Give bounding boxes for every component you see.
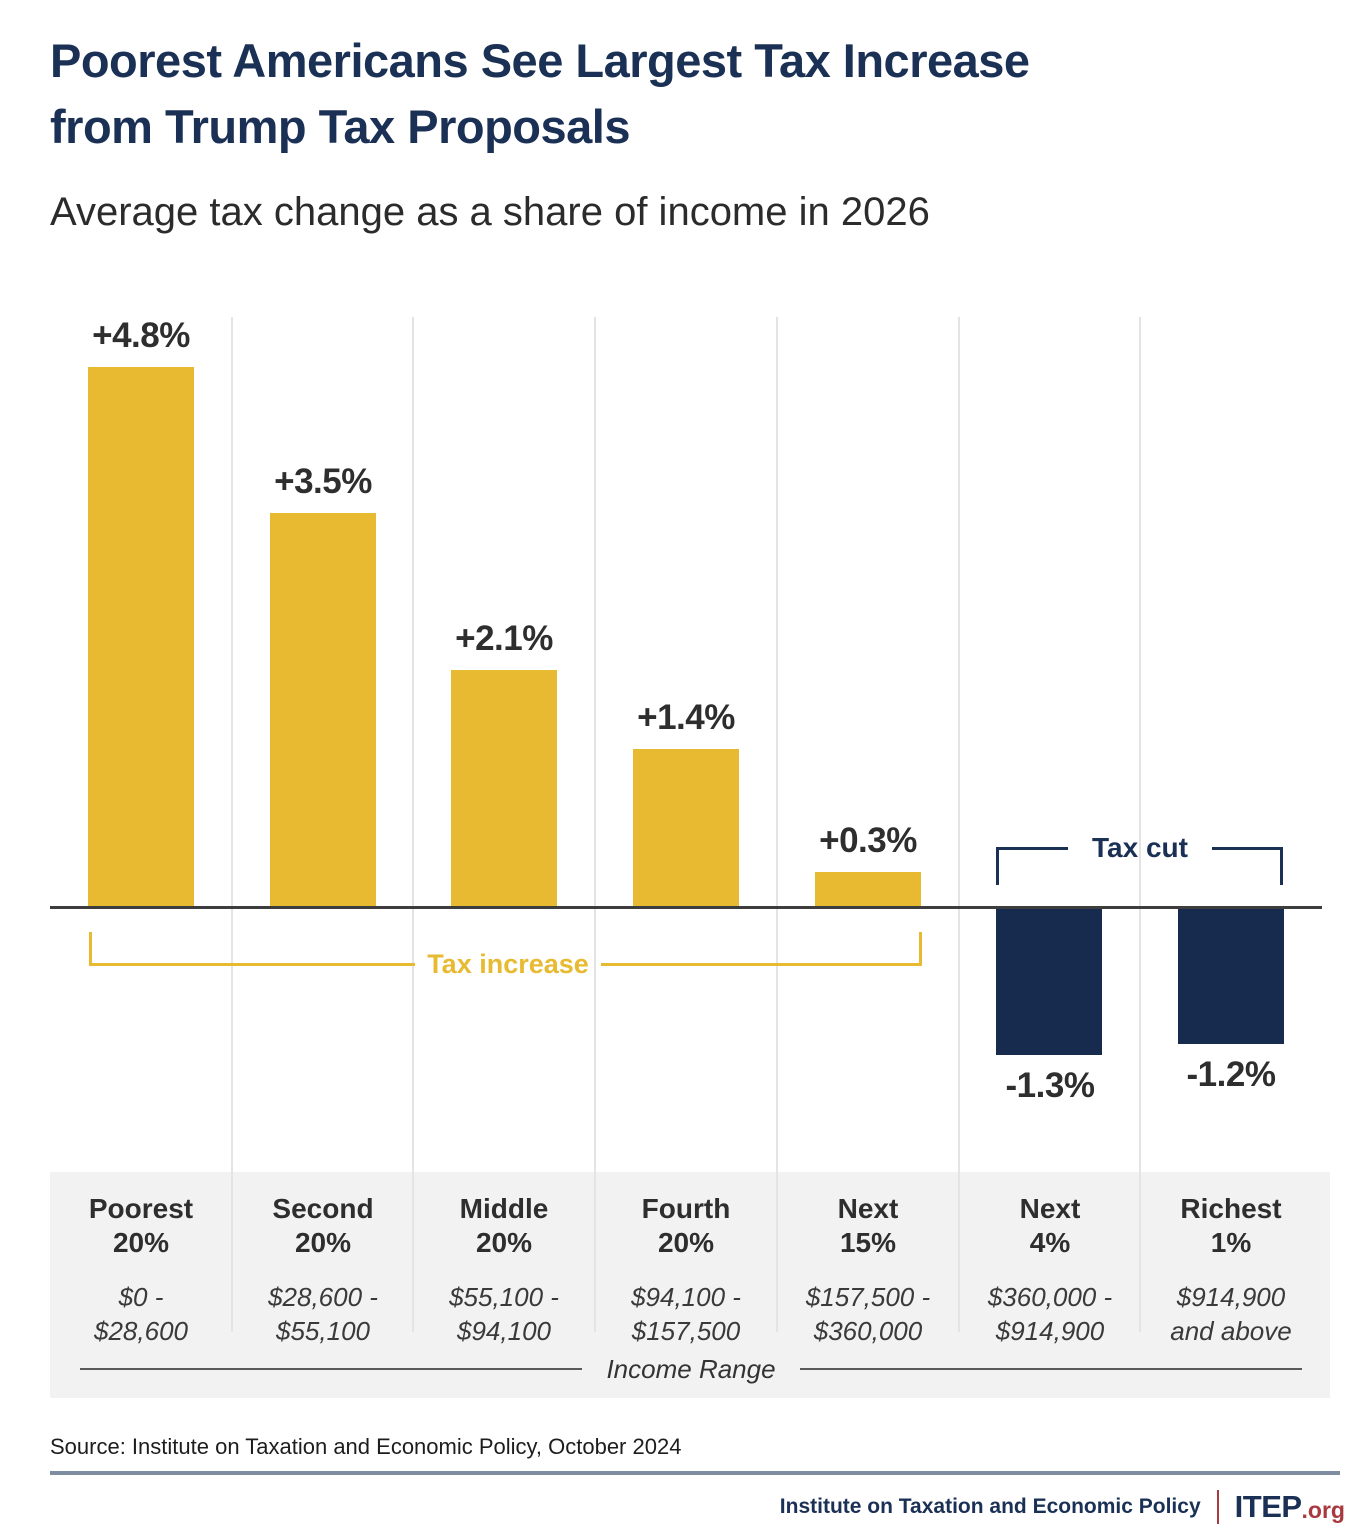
- value-label-next-4: -1.3%: [1005, 1066, 1095, 1105]
- category-panel: [50, 1172, 1330, 1398]
- category-label-next-15: Next 15%: [837, 1193, 899, 1258]
- value-label-fourth-20: +1.4%: [637, 698, 735, 737]
- footer-org-name: Institute on Taxation and Economic Polic…: [779, 1495, 1201, 1518]
- tax-cut-bracket-tick-left: [996, 847, 999, 885]
- tax-increase-bracket-line-right: [601, 963, 922, 966]
- tax-increase-bracket-tick-right: [919, 932, 922, 966]
- income-range-middle-20: $55,100 - $94,100: [449, 1282, 559, 1346]
- chart-title-line2: from Trump Tax Proposals: [50, 100, 630, 153]
- value-label-middle-20: +2.1%: [455, 619, 553, 658]
- chart-title-line1: Poorest Americans See Largest Tax Increa…: [50, 34, 1030, 87]
- income-range-axis: Income Range: [80, 1352, 1303, 1386]
- category-label-middle-20: Middle 20%: [459, 1193, 549, 1258]
- tax-increase-label: Tax increase: [427, 949, 589, 979]
- column-gridline-1: [231, 317, 233, 1332]
- category-label-poorest-20: Poorest 20%: [88, 1193, 194, 1258]
- footer-separator: [1216, 1490, 1219, 1524]
- value-label-next-15: +0.3%: [819, 821, 917, 860]
- bar-poorest-20: [88, 367, 194, 906]
- tax-cut-bracket-tick-right: [1280, 847, 1283, 885]
- income-range-rule-right: [799, 1368, 1303, 1370]
- income-range-rule-left: [80, 1368, 583, 1370]
- income-range-next-15: $157,500 - $360,000: [805, 1282, 931, 1346]
- tax-increase-bracket-line-left: [89, 963, 415, 966]
- column-gridline-4: [776, 317, 778, 1332]
- tax-cut-label: Tax cut: [1092, 832, 1188, 863]
- chart-subtitle: Average tax change as a share of income …: [50, 190, 930, 234]
- column-gridline-6: [1139, 317, 1141, 1332]
- value-label-second-20: +3.5%: [274, 462, 372, 501]
- value-label-poorest-20: +4.8%: [92, 316, 190, 355]
- axis-baseline: [50, 906, 1322, 909]
- footer-brand-logo[interactable]: ITEP: [1234, 1489, 1302, 1524]
- footer-divider: [50, 1471, 1340, 1475]
- bar-fourth-20: [633, 749, 739, 906]
- chart-title: Poorest Americans See Largest Tax Increa…: [50, 28, 1270, 160]
- bar-next-15: [815, 872, 921, 906]
- bar-next-4: [996, 909, 1102, 1055]
- footer-branding: Institute on Taxation and Economic Polic…: [780, 1488, 1345, 1526]
- bar-middle-20: [451, 670, 557, 906]
- column-gridline-5: [958, 317, 960, 1332]
- income-range-fourth-20: $94,100 - $157,500: [631, 1282, 741, 1346]
- income-range-poorest-20: $0 - $28,600: [94, 1282, 188, 1346]
- category-label-richest-1: Richest 1%: [1180, 1193, 1282, 1258]
- category-label-second-20: Second 20%: [272, 1193, 374, 1258]
- footer-brand-suffix[interactable]: .org: [1301, 1496, 1345, 1523]
- category-label-next-4: Next 4%: [1019, 1193, 1081, 1258]
- tax-cut-bracket-line-right: [1212, 847, 1283, 850]
- income-range-richest-1: $914,900 and above: [1170, 1282, 1292, 1346]
- bar-second-20: [270, 513, 376, 906]
- income-range-label: Income Range: [606, 1353, 776, 1384]
- category-label-fourth-20: Fourth 20%: [641, 1193, 731, 1258]
- value-label-richest-1: -1.2%: [1186, 1055, 1276, 1094]
- tax-cut-bracket-line-left: [996, 847, 1068, 850]
- bar-richest-1: [1178, 909, 1284, 1044]
- column-gridline-3: [594, 317, 596, 1332]
- income-range-next-4: $360,000 - $914,900: [987, 1282, 1113, 1346]
- income-range-second-20: $28,600 - $55,100: [268, 1282, 378, 1346]
- tax-increase-bracket-tick-left: [89, 932, 92, 966]
- source-text: Source: Institute on Taxation and Econom…: [50, 1434, 682, 1459]
- column-gridline-2: [412, 317, 414, 1332]
